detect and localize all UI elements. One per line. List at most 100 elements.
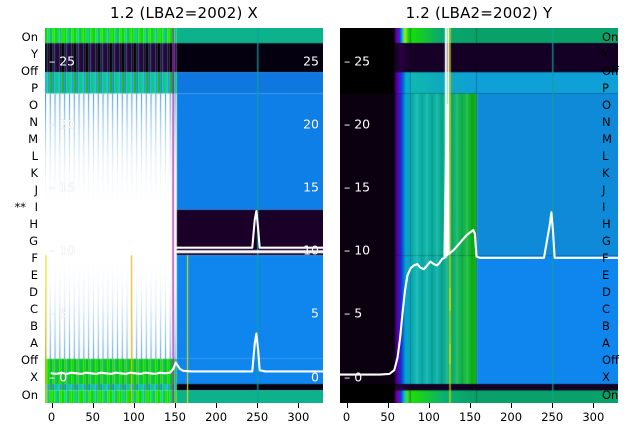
category-label-c-16: C <box>602 302 611 317</box>
inner-ytick-label: 10 <box>303 242 319 258</box>
inner-ytick-label: 25 <box>303 53 319 69</box>
x-tick-label: 150 <box>459 410 481 424</box>
heatmap-canvas-left <box>45 28 323 403</box>
x-tick-label: 50 <box>380 410 396 424</box>
x-tick-label: 100 <box>417 410 440 424</box>
category-label-j-9: J <box>34 182 38 197</box>
x-tick-mark <box>387 403 389 408</box>
category-axis-left: On Y Off P O N M L K J I ** H G F E D C B A Off X On <box>0 28 42 403</box>
trace-x-state <box>175 210 323 249</box>
inner-ytick-label: – 15 <box>49 179 76 195</box>
inner-ytick-label: 5 <box>311 305 319 321</box>
category-label-off-19: Off <box>21 353 38 368</box>
inner-ytick-label: – 10 <box>344 242 371 258</box>
x-tick-mark <box>51 403 53 408</box>
x-tick-mark <box>216 403 218 408</box>
category-label-h-11: H <box>602 217 611 231</box>
trace-overlay-right <box>340 103 618 376</box>
x-tick-mark <box>346 403 348 408</box>
inner-ytick-label: – 0 <box>344 369 363 384</box>
category-label-i-10: I <box>602 200 606 214</box>
category-label-e-14: E <box>30 268 38 283</box>
category-label-l-7: L <box>31 148 38 163</box>
x-tick-label: 200 <box>500 410 523 424</box>
category-label-l-7: L <box>602 148 609 163</box>
category-axis-right: On Y Off P O N M L K J I H G F E D C B A Off X On <box>598 28 640 403</box>
x-tick-mark <box>470 403 471 408</box>
x-tick-mark <box>257 403 259 408</box>
x-tick-label: 300 <box>582 410 605 424</box>
x-tick-label: 250 <box>246 410 269 424</box>
category-label-x-20: X <box>602 370 610 385</box>
category-label-p-3: P <box>31 80 38 95</box>
x-tick-label: 50 <box>85 410 101 424</box>
category-label-h-11: H <box>29 217 38 231</box>
inner-ytick-label: 0 <box>311 369 319 384</box>
inner-ytick-label: – 20 <box>49 116 76 132</box>
x-tick-label: 200 <box>205 410 228 424</box>
category-label-n-5: N <box>602 114 611 129</box>
panel-right-title: 1.2 (LBA2=2002) Y <box>405 4 553 22</box>
x-tick-mark <box>175 403 176 408</box>
category-label-m-6: M <box>28 131 38 146</box>
category-label-p-3: P <box>602 80 609 95</box>
x-tick-mark <box>428 403 430 408</box>
category-label-i-10: I <box>34 200 38 214</box>
category-label-g-12: G <box>29 234 38 249</box>
category-label-m-6: M <box>602 131 612 146</box>
category-label-d-15: D <box>602 285 611 300</box>
trace-y-position <box>340 103 618 376</box>
category-label-k-8: K <box>602 165 610 180</box>
x-tick-mark <box>593 403 595 408</box>
category-label-off-2: Off <box>602 63 619 78</box>
category-label-j-9: J <box>602 182 606 197</box>
category-label-f-13: F <box>31 251 38 266</box>
category-label-d-15: D <box>29 285 38 300</box>
category-label-off-19: Off <box>602 353 619 368</box>
trace-overlay-left <box>50 210 323 376</box>
inner-ytick-label: 15 <box>303 179 319 195</box>
inner-ytick-label: – 25 <box>49 53 76 69</box>
x-tick-mark <box>133 403 135 408</box>
category-label-f-13: F <box>602 251 609 266</box>
x-tick-label: 100 <box>122 410 145 424</box>
x-tick-label: 0 <box>342 410 351 424</box>
category-label-a-18: A <box>602 336 610 351</box>
category-label-c-16: C <box>29 302 38 317</box>
heatmap-panel-right[interactable]: – 0 – 5 – 10 – 15 – 20 – 25 <box>340 28 618 403</box>
trace-x-position <box>50 332 323 376</box>
x-tick-label: 250 <box>541 410 564 424</box>
x-tick-mark <box>552 403 554 408</box>
category-label-o-4: O <box>28 97 38 112</box>
starred-category-marker: ** <box>14 200 27 214</box>
category-label-on-21: On <box>602 387 619 402</box>
category-label-n-5: N <box>29 114 38 129</box>
x-tick-label: 150 <box>164 410 186 424</box>
x-tick-mark <box>92 403 94 408</box>
inner-ytick-label: – 20 <box>344 116 371 132</box>
inner-ytick-label: – 10 <box>49 242 76 258</box>
x-axis-right: 0 50 100 150 200 250 300 <box>340 403 618 435</box>
category-label-on-21: On <box>21 387 38 402</box>
category-label-a-18: A <box>30 336 38 351</box>
x-axis-left: 0 50 100 150 200 250 300 <box>45 403 323 435</box>
inner-ytick-label: – 0 <box>49 369 68 384</box>
category-label-y-1: Y <box>602 46 610 61</box>
category-label-g-12: G <box>602 234 611 249</box>
x-tick-label: 0 <box>47 410 56 424</box>
x-tick-mark <box>511 403 513 408</box>
heatmap-canvas-right <box>340 28 618 403</box>
category-label-x-20: X <box>30 370 38 385</box>
category-label-e-14: E <box>602 268 610 283</box>
category-label-y-1: Y <box>30 46 38 61</box>
x-tick-label: 300 <box>287 410 310 424</box>
category-label-on-0: On <box>602 29 619 44</box>
category-label-on-0: On <box>21 29 38 44</box>
inner-ytick-label: 20 <box>303 116 319 132</box>
category-label-k-8: K <box>30 165 38 180</box>
x-tick-mark <box>298 403 300 408</box>
heatmap-panel-left[interactable]: – 0 – 5 – 10 – 15 – 20 – 25 0 5 10 15 20 25 <box>45 28 323 403</box>
panel-left-title: 1.2 (LBA2=2002) X <box>110 4 258 22</box>
category-label-o-4: O <box>602 97 612 112</box>
